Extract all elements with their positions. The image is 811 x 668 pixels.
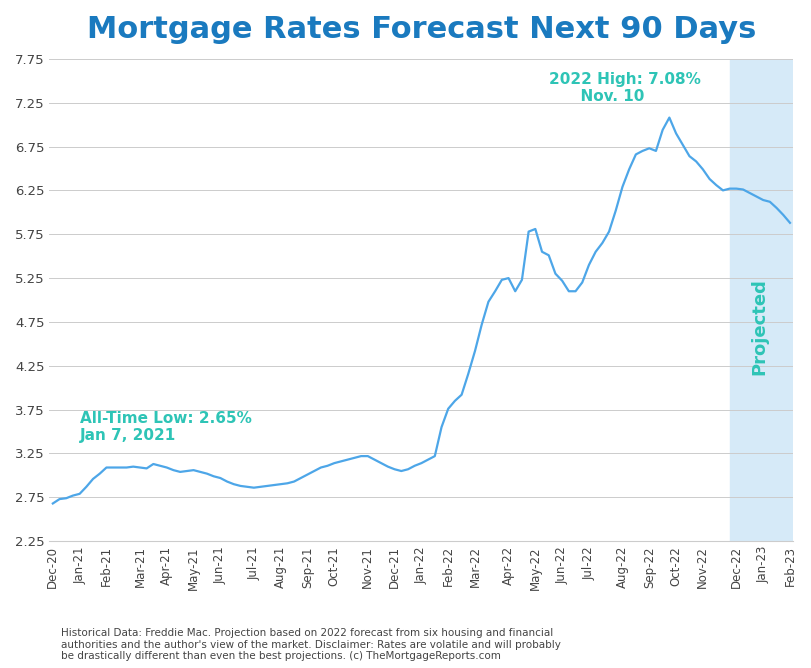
Text: All-Time Low: 2.65%
Jan 7, 2021: All-Time Low: 2.65% Jan 7, 2021 bbox=[79, 411, 251, 444]
Bar bbox=[729, 59, 792, 541]
Text: Historical Data: Freddie Mac. Projection based on 2022 forecast from six housing: Historical Data: Freddie Mac. Projection… bbox=[61, 628, 560, 661]
Title: Mortgage Rates Forecast Next 90 Days: Mortgage Rates Forecast Next 90 Days bbox=[87, 15, 755, 44]
Text: 2022 High: 7.08%
      Nov. 10: 2022 High: 7.08% Nov. 10 bbox=[548, 71, 700, 104]
Text: Projected: Projected bbox=[750, 278, 768, 375]
